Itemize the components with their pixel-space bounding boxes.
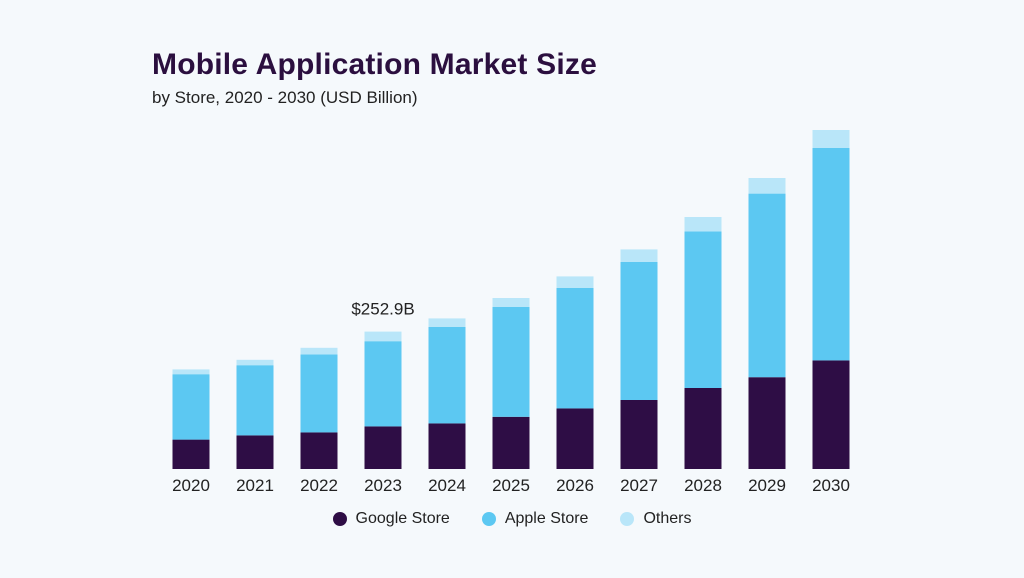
bar-apple-store-2027 xyxy=(620,262,658,400)
bar-others-2024 xyxy=(428,318,466,327)
bar-google-store-2020 xyxy=(172,439,210,469)
bar-apple-store-2020 xyxy=(172,374,210,440)
bar-others-2028 xyxy=(684,217,722,232)
legend-swatch-apple-store xyxy=(481,512,496,526)
bar-others-2027 xyxy=(620,249,658,262)
x-tick-label-2030: 2030 xyxy=(812,476,850,495)
legend-item-others: Others xyxy=(620,510,691,528)
legend-item-google-store: Google Store xyxy=(332,510,450,528)
bar-apple-store-2026 xyxy=(556,287,594,409)
bar-apple-store-2021 xyxy=(236,365,274,436)
legend-item-apple-store: Apple Store xyxy=(481,510,589,528)
legend-label-others: Others xyxy=(643,510,692,527)
bar-others-2020 xyxy=(172,369,210,375)
bar-others-2026 xyxy=(556,276,594,288)
bar-apple-store-2025 xyxy=(492,307,530,417)
bar-google-store-2022 xyxy=(300,432,338,469)
bar-google-store-2026 xyxy=(556,408,594,469)
x-tick-label-2020: 2020 xyxy=(172,476,210,495)
bar-others-2029 xyxy=(748,178,786,194)
bar-google-store-2028 xyxy=(684,388,722,469)
bar-others-2025 xyxy=(492,298,530,307)
bar-google-store-2025 xyxy=(492,416,530,469)
chart-title: Mobile Application Market Size xyxy=(152,48,597,81)
legend-label-google-store: Google Store xyxy=(355,510,450,527)
bar-google-store-2027 xyxy=(620,400,658,469)
bar-apple-store-2029 xyxy=(748,193,786,378)
legend-swatch-others xyxy=(620,512,635,526)
x-tick-label-2028: 2028 xyxy=(684,476,722,495)
bar-apple-store-2024 xyxy=(428,326,466,424)
bar-apple-store-2030 xyxy=(812,148,850,361)
chart-subtitle: by Store, 2020 - 2030 (USD Billion) xyxy=(152,88,418,107)
x-tick-label-2023: 2023 xyxy=(364,476,402,495)
bar-apple-store-2028 xyxy=(684,231,722,388)
x-tick-label-2025: 2025 xyxy=(492,476,530,495)
x-tick-label-2026: 2026 xyxy=(556,476,594,495)
bar-google-store-2021 xyxy=(236,435,274,469)
bar-google-store-2023 xyxy=(364,426,402,469)
chart-legend: Google Store Apple Store Others xyxy=(0,510,1024,528)
x-tick-label-2029: 2029 xyxy=(748,476,786,495)
data-label-2023: $252.9B xyxy=(351,300,414,319)
legend-swatch-google-store xyxy=(332,512,347,526)
bar-google-store-2030 xyxy=(812,360,850,469)
bar-others-2021 xyxy=(236,359,274,366)
bar-google-store-2029 xyxy=(748,377,786,469)
bar-google-store-2024 xyxy=(428,423,466,469)
legend-label-apple-store: Apple Store xyxy=(504,510,589,527)
x-tick-label-2022: 2022 xyxy=(300,476,338,495)
x-tick-label-2021: 2021 xyxy=(236,476,274,495)
bar-apple-store-2022 xyxy=(300,354,338,433)
bar-apple-store-2023 xyxy=(364,341,402,427)
x-tick-label-2027: 2027 xyxy=(620,476,658,495)
bar-others-2023 xyxy=(364,331,402,342)
bar-others-2030 xyxy=(812,130,850,148)
x-tick-label-2024: 2024 xyxy=(428,476,466,495)
bar-others-2022 xyxy=(300,347,338,355)
